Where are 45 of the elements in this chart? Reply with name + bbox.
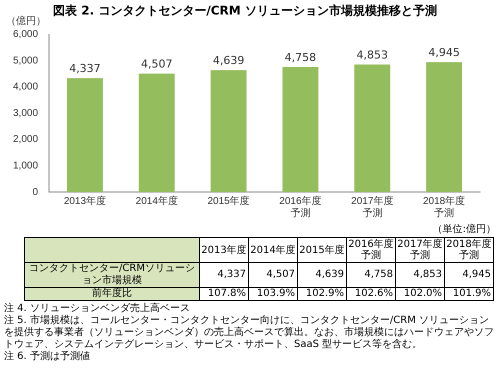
y-tick-label: 6,000 bbox=[12, 29, 38, 40]
x-tick-label: 2018年度予測 bbox=[422, 194, 466, 219]
text: 102.9% bbox=[298, 288, 346, 300]
text: 4,507 bbox=[266, 269, 295, 280]
category-label: 2014年度 bbox=[250, 244, 296, 256]
x-tick-label: 2014年度 bbox=[136, 194, 178, 207]
y-axis-title: （億円） bbox=[6, 15, 46, 27]
data-label: 4,945 bbox=[428, 46, 460, 60]
text: 注 6. 予測は予測値 bbox=[4, 351, 91, 363]
text: 4,337 bbox=[217, 269, 246, 280]
category-label: 2013年度 bbox=[201, 244, 247, 256]
category-label: 2018年度予測 bbox=[446, 239, 492, 261]
category-label: 2015年度 bbox=[299, 244, 345, 256]
text: （単位:億円） bbox=[432, 222, 496, 236]
y-tick-label: 1,000 bbox=[12, 160, 38, 172]
text: 4,758 bbox=[364, 269, 393, 280]
x-tick-label: 2015年度 bbox=[207, 194, 250, 207]
category-label: 2016年度予測 bbox=[348, 239, 394, 261]
x-tick-label: 2013年度 bbox=[64, 194, 106, 207]
text: 注 4. ソリューションベンダ売上高ベース bbox=[4, 303, 191, 314]
text: 4,853 bbox=[413, 269, 442, 280]
y-tick-label: 4,000 bbox=[12, 82, 38, 93]
text: 101.9% bbox=[444, 288, 494, 300]
text: 4,945 bbox=[462, 269, 491, 280]
text: 前年度比 bbox=[24, 288, 200, 300]
y-tick-label: 5,000 bbox=[12, 55, 38, 66]
y-tick-label: 3,000 bbox=[12, 108, 38, 119]
text: 107.8% bbox=[200, 288, 248, 300]
data-label: 4,853 bbox=[356, 48, 388, 62]
text: 103.9% bbox=[248, 288, 298, 300]
category-label: 2017年度予測 bbox=[397, 239, 443, 261]
data-label: 4,337 bbox=[69, 62, 101, 76]
y-tick-label: 2,000 bbox=[12, 134, 38, 146]
x-tick-label: 2016年度予測 bbox=[279, 194, 322, 219]
data-label: 4,758 bbox=[284, 51, 316, 64]
text: 102.6% bbox=[346, 288, 396, 300]
y-tick-label: 0 bbox=[32, 186, 38, 198]
x-tick-label: 2017年度予測 bbox=[351, 194, 394, 219]
text: 102.0% bbox=[396, 288, 444, 300]
data-label: 4,507 bbox=[141, 58, 173, 71]
text: 4,639 bbox=[315, 269, 344, 280]
text: コンタクトセンター/CRMソリューション市場規模 bbox=[24, 262, 200, 288]
data-label: 4,639 bbox=[212, 54, 244, 68]
text: 注 5. 市場規模は、コールセンター・コンタクトセンター向けに、コンタクトセンター/CRM ソリューションを提供する事業者（ソリューションベンダ）の売上高ベースで算出。なお、市場規模にはハードウェアやソフトウェア、システムインテグレーション、サービス・サポート、SaaS 型サービス等を含む。 bbox=[4, 315, 495, 350]
chart-title: 図表 2. コンタクトセンター/CRM ソリューション市場規模推移と予測 bbox=[53, 3, 437, 18]
